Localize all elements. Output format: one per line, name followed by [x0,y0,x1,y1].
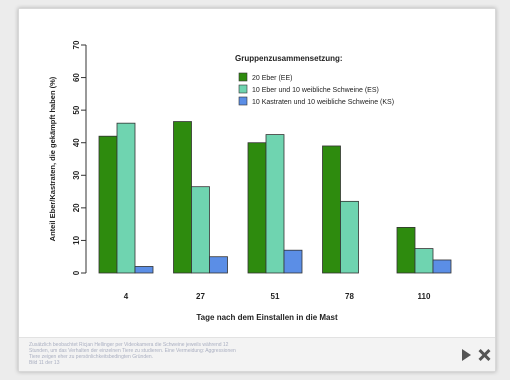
play-icon [461,349,471,361]
caption-line: Stunden, um das Verhalten der einzelnen … [29,348,236,354]
y-tick-label: 60 [72,73,81,82]
legend-label: 10 Kastraten und 10 weibliche Schweine (… [252,99,394,106]
legend-title: Gruppenzusammensetzung: [235,54,343,63]
legend: Gruppenzusammensetzung: 20 Eber (EE) 10 Eb… [235,54,394,106]
bar [396,226,416,274]
bar [414,248,434,274]
y-tick-label: 50 [72,105,81,114]
bar-chart: 0 10 20 30 40 50 60 70 4 27 51 78 110 Gruppenzusamm… [48,40,452,322]
bar [265,134,285,274]
x-tick-label: 4 [124,292,129,301]
legend-label: 10 Eber und 10 weibliche Schweine (ES) [252,87,379,94]
bar [322,145,341,274]
legend-swatch [238,96,248,106]
bar [283,249,303,274]
x-axis-label: Tage nach dem Einstallen in die Mast [196,313,338,322]
bar [98,135,118,274]
bars [98,121,452,274]
caption-bar: Zusätzlich beobachtet Ricjan Hellinger p… [19,337,495,371]
bar [116,122,136,274]
y-tick-label: 40 [72,138,81,147]
legend-swatch [238,72,248,82]
x-tick-label: 110 [418,292,431,301]
caption-line: Bild 11 der 13 [29,360,60,366]
bar [340,200,359,274]
x-tick-label: 78 [345,292,354,301]
lightbox-frame: 0 10 20 30 40 50 60 70 4 27 51 78 110 Gruppenzusamm… [18,8,496,372]
legend-swatch [238,84,248,94]
y-tick-label: 10 [72,235,81,244]
caption-line: Zusätzlich beobachtet Ricjan Hellinger p… [29,342,229,348]
caption-line: Tiere zeigen eher zu persönlichkeitsbedi… [29,354,154,360]
legend-label: 20 Eber (EE) [252,75,292,82]
y-tick-label: 0 [72,270,81,275]
y-tick-label: 70 [72,40,81,49]
y-tick-label: 30 [72,170,81,179]
play-button[interactable] [457,346,475,364]
bar [191,186,210,274]
x-axis: 4 27 51 78 110 [124,292,431,301]
bar [134,266,154,274]
close-button[interactable] [475,346,493,364]
caption-text: Zusätzlich beobachtet Ricjan Hellinger p… [29,342,449,366]
bar [247,142,267,274]
bar [432,259,452,274]
y-tick-label: 20 [72,203,81,212]
x-tick-label: 27 [196,292,205,301]
y-axis: 0 10 20 30 40 50 60 70 [72,40,87,275]
close-icon [478,349,490,361]
x-tick-label: 51 [271,292,280,301]
y-axis-label: Anteil Eber/Kastraten, die gekämpft habe… [48,76,57,241]
bar [173,121,192,274]
bar [209,256,228,274]
